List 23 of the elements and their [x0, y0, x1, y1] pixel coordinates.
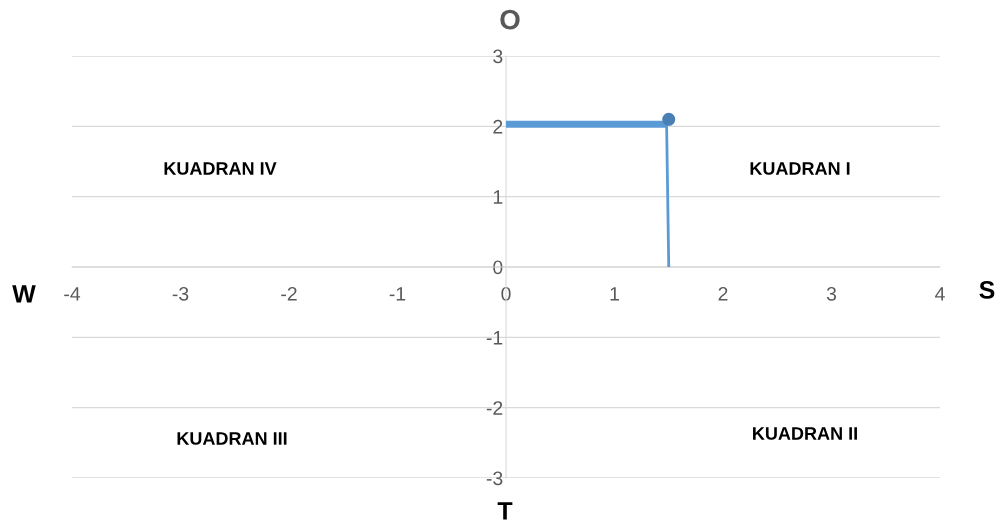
annotation: KUADRAN I — [750, 162, 850, 175]
y-tick-label: 1 — [493, 190, 503, 204]
x-tick-label: -2 — [281, 286, 297, 301]
text: T — [497, 502, 513, 520]
text: S — [979, 281, 995, 299]
x-tick-label: -4 — [64, 287, 81, 301]
text: O — [500, 9, 520, 30]
annotation: KUADRAN III — [177, 432, 287, 445]
x-tick-label: 3 — [826, 286, 837, 301]
y-tick-label: -1 — [486, 331, 503, 345]
y-tick-label: -2 — [486, 401, 503, 415]
y-tick-label: -3 — [486, 471, 503, 486]
text: W — [12, 285, 36, 303]
x-tick-label: 2 — [718, 286, 728, 301]
x-tick-label: 4 — [935, 287, 945, 301]
y-tick-label: 2 — [493, 119, 503, 134]
y-tick-label: 3 — [493, 49, 503, 64]
y-tick-label: 0 — [493, 260, 503, 275]
annotation: KUADRAN IV — [164, 162, 277, 175]
x-tick-label: 1 — [610, 287, 619, 301]
x-tick-label: -3 — [172, 286, 189, 301]
x-tick-label: -1 — [389, 287, 406, 301]
annotation: KUADRAN II — [753, 427, 857, 440]
